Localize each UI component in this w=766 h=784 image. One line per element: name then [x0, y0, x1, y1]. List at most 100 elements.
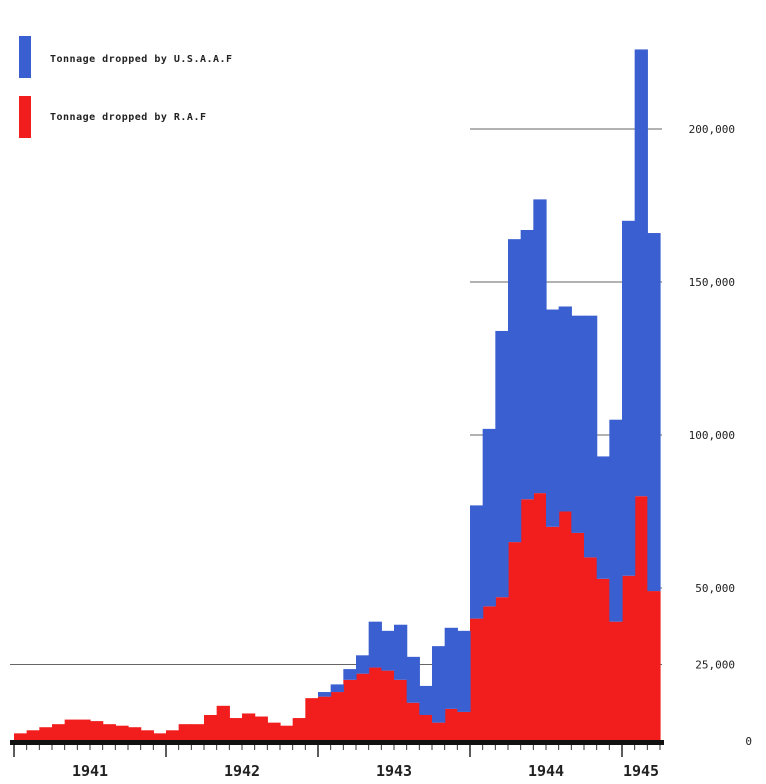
raf-bar: [191, 724, 205, 741]
y-tick-label: 50,000: [695, 582, 735, 595]
usaaf-bar: [596, 456, 610, 579]
raf-bar: [571, 532, 585, 741]
raf-bar: [128, 727, 142, 741]
year-label: 1941: [72, 762, 108, 780]
raf-bar: [470, 618, 484, 741]
usaaf-bar: [495, 330, 509, 598]
usaaf-bar: [318, 692, 332, 697]
raf-bar: [622, 575, 636, 741]
raf-bar: [584, 557, 598, 741]
raf-bar: [14, 733, 28, 741]
year-label: 1944: [528, 762, 564, 780]
raf-bar: [229, 718, 243, 741]
x-axis-line: [10, 740, 664, 745]
raf-bar: [343, 679, 357, 741]
raf-bar: [166, 730, 180, 741]
raf-bar: [368, 667, 382, 741]
legend-label-usaaf: Tonnage dropped by U.S.A.A.F: [50, 54, 233, 65]
usaaf-bar: [330, 684, 344, 693]
usaaf-bar: [584, 315, 598, 558]
series-raf: [14, 493, 661, 741]
raf-bar: [26, 730, 40, 741]
usaaf-bar: [419, 685, 433, 715]
raf-bar: [558, 511, 572, 741]
usaaf-bar: [647, 233, 661, 592]
usaaf-bar: [558, 306, 572, 512]
legend-label-raf: Tonnage dropped by R.A.F: [50, 112, 207, 123]
raf-bar: [419, 714, 433, 741]
raf-bar: [77, 719, 91, 741]
usaaf-bar: [571, 315, 585, 533]
y-tick-label: 25,000: [695, 659, 735, 672]
y-tick-label: 100,000: [689, 429, 735, 442]
raf-bar: [444, 708, 458, 741]
raf-bar: [330, 692, 344, 741]
y-tick-label: 150,000: [689, 276, 735, 289]
raf-bar: [634, 496, 648, 741]
raf-bar: [432, 722, 446, 741]
usaaf-bar: [533, 199, 547, 494]
legend: Tonnage dropped by U.S.A.A.F Tonnage dro…: [19, 36, 233, 138]
raf-bar: [533, 493, 547, 741]
raf-bar: [280, 725, 294, 741]
year-label: 1942: [224, 762, 260, 780]
raf-bar: [596, 578, 610, 741]
raf-bar: [52, 724, 66, 741]
raf-bar: [457, 711, 471, 741]
usaaf-bar: [546, 309, 560, 527]
raf-bar: [267, 722, 281, 741]
usaaf-bar: [394, 624, 408, 680]
raf-bar: [115, 725, 129, 741]
raf-bar: [64, 719, 78, 741]
raf-bar: [609, 621, 623, 741]
raf-bar: [394, 679, 408, 741]
year-labels: 1941 1942 1943 1944 1945: [72, 762, 659, 780]
y-tick-label: 200,000: [689, 123, 735, 136]
raf-bar: [508, 542, 522, 741]
usaaf-bar: [482, 428, 496, 607]
raf-bar: [242, 713, 256, 741]
y-axis-labels: 0 25,000 50,000 100,000 150,000 200,000: [689, 123, 752, 748]
usaaf-bar: [622, 220, 636, 576]
raf-bar: [292, 718, 306, 741]
usaaf-bar: [508, 239, 522, 543]
series-usaaf: [318, 49, 661, 723]
raf-bar: [546, 526, 560, 741]
usaaf-bar: [634, 49, 648, 497]
raf-bar: [90, 721, 104, 741]
usaaf-bar: [520, 229, 534, 500]
y-tick-label: 0: [745, 735, 752, 748]
usaaf-bar: [368, 621, 382, 668]
raf-bar: [406, 702, 420, 741]
year-label: 1943: [376, 762, 412, 780]
raf-bar: [482, 606, 496, 741]
raf-bar: [102, 724, 116, 741]
raf-bar: [495, 597, 509, 741]
raf-bar: [153, 733, 167, 741]
raf-bar: [178, 724, 192, 741]
usaaf-bar: [609, 419, 623, 622]
usaaf-bar: [444, 627, 458, 709]
year-label: 1945: [623, 762, 659, 780]
x-axis: [10, 740, 664, 757]
raf-bar: [216, 705, 230, 741]
raf-bar: [140, 730, 154, 741]
raf-bar: [204, 714, 218, 741]
raf-bar: [520, 499, 534, 741]
usaaf-bar: [356, 655, 370, 674]
legend-swatch-raf: [19, 96, 31, 138]
raf-bar: [318, 696, 332, 741]
raf-bar: [356, 673, 370, 741]
usaaf-bar: [457, 630, 471, 712]
raf-bar: [381, 670, 395, 741]
usaaf-bar: [470, 505, 484, 619]
raf-bar: [39, 727, 53, 741]
usaaf-bar: [343, 669, 357, 680]
usaaf-bar: [406, 656, 420, 703]
raf-bar: [305, 698, 319, 741]
usaaf-bar: [432, 646, 446, 723]
raf-bar: [647, 591, 661, 741]
usaaf-bar: [381, 630, 395, 671]
raf-bar: [254, 716, 268, 741]
